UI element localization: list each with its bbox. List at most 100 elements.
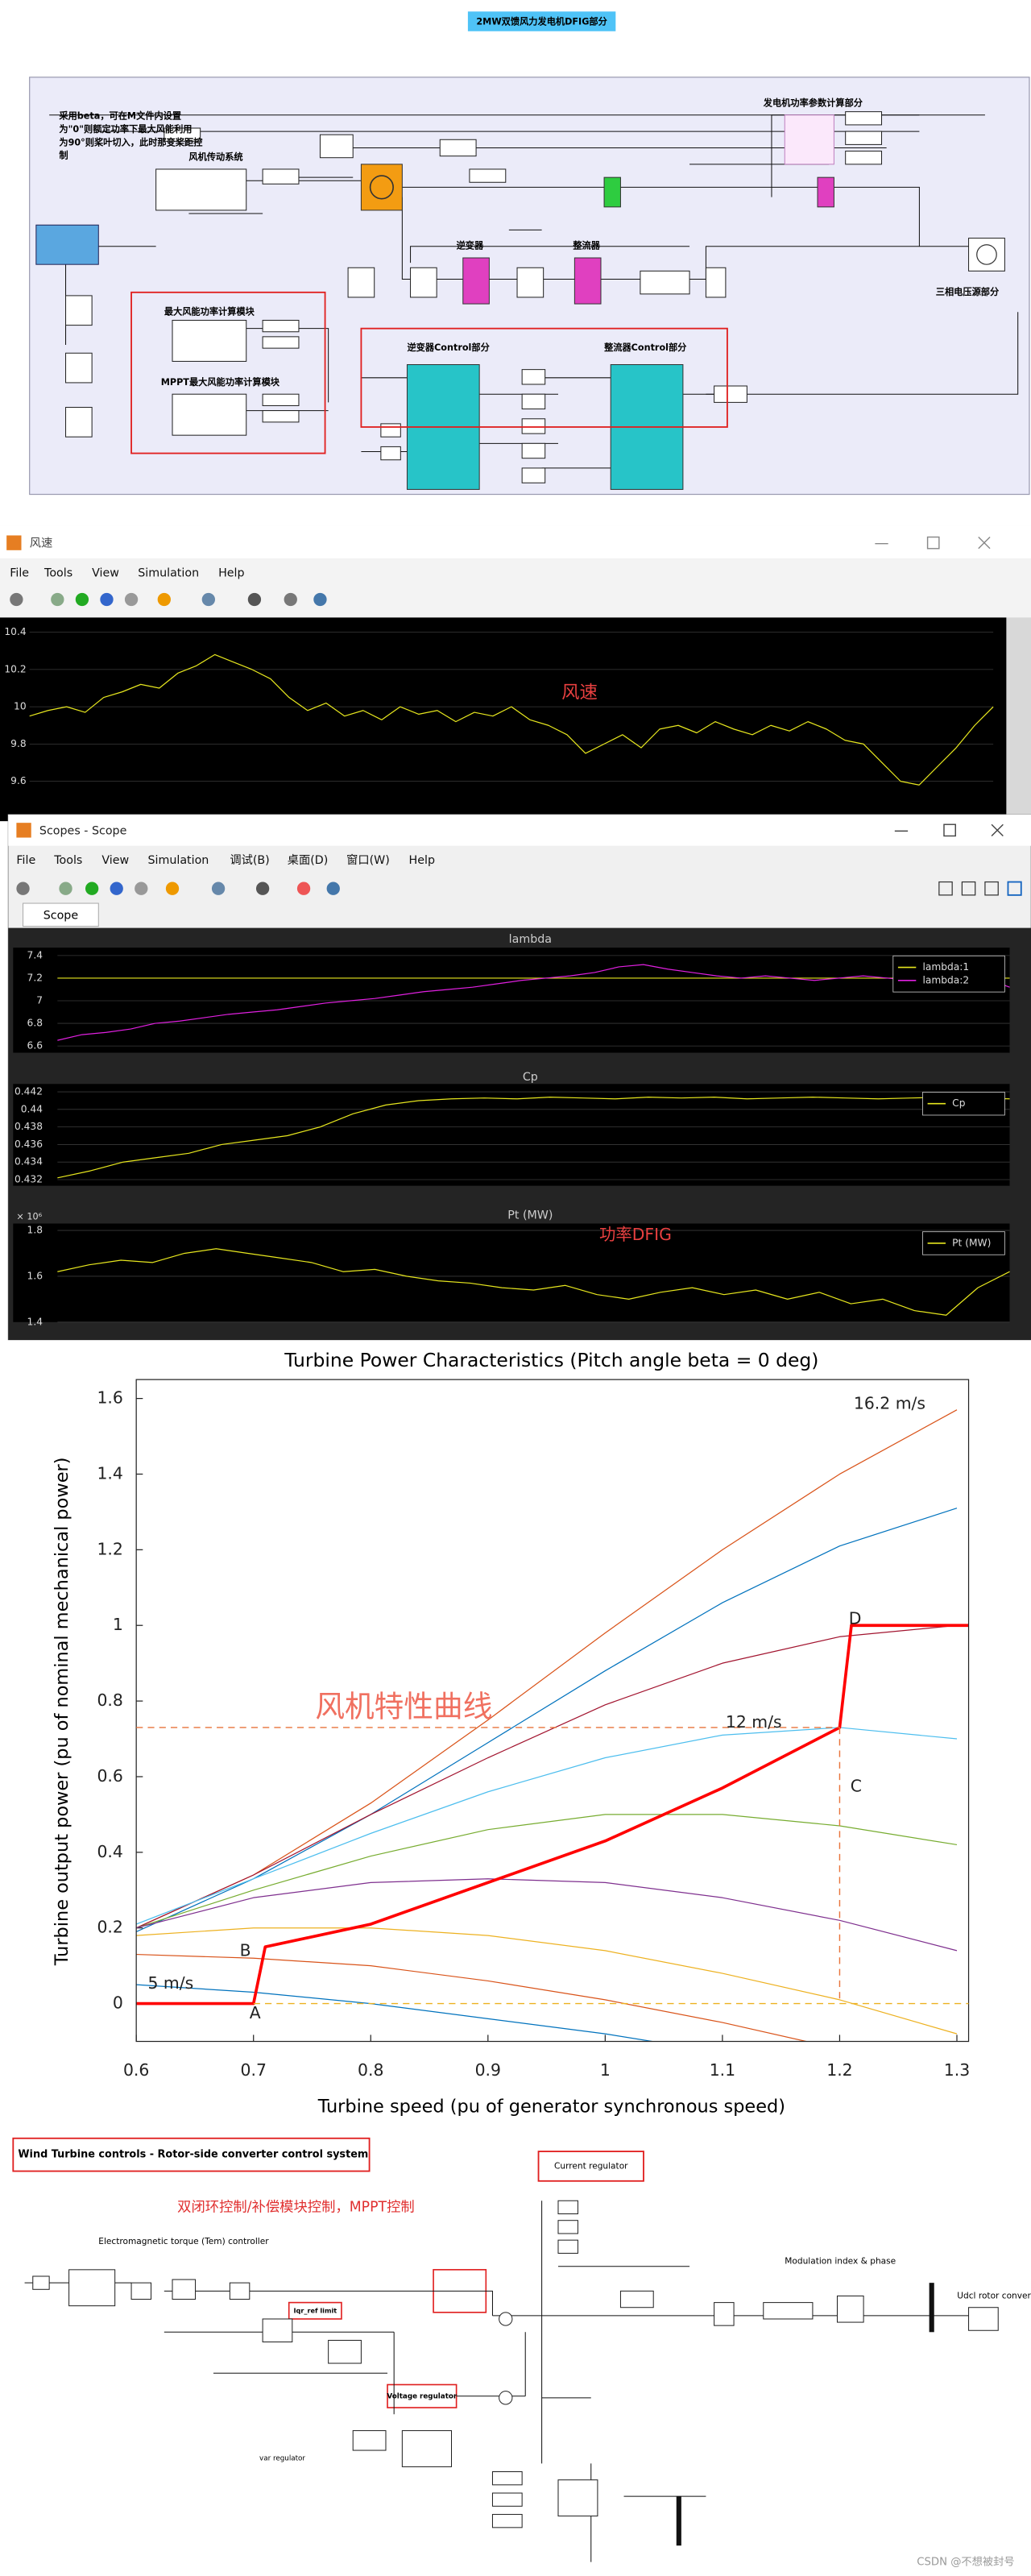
- menu-item[interactable]: Simulation: [147, 854, 209, 867]
- panel-title: lambda: [509, 933, 552, 946]
- plot-frame: [135, 1379, 970, 2043]
- y-tick-label: 6.8: [27, 1018, 43, 1029]
- menu-bar: File Tools View Simulation 调试(B) 桌面(D) 窗…: [16, 852, 435, 867]
- control-note: 双闭环控制/补偿模块控制，MPPT控制: [177, 2199, 415, 2215]
- control-background: [0, 2128, 1031, 2576]
- menu-item[interactable]: Help: [409, 854, 436, 867]
- annotation: C: [851, 1777, 862, 1796]
- y-tick-label: 7.4: [27, 949, 43, 960]
- control-label: Modulation index & phase: [785, 2257, 896, 2267]
- plot-area: [13, 948, 1010, 1053]
- plot-area: [13, 1084, 1010, 1186]
- y-tick-label: 9.6: [10, 775, 26, 786]
- data-line: [57, 1248, 1010, 1316]
- data-line: [136, 1814, 958, 1929]
- window-controls[interactable]: [894, 823, 1004, 837]
- y-tick-label: 0.4: [97, 1842, 122, 1861]
- toolbar[interactable]: [16, 881, 1022, 896]
- window-controls[interactable]: [875, 536, 991, 550]
- title-banner: [467, 11, 616, 31]
- control-label: Iqr_ref limit: [294, 2306, 337, 2314]
- title-bar: [8, 814, 1031, 846]
- watermark: CSDN @不想被封号: [917, 2556, 1014, 2569]
- limit-box: [288, 2301, 342, 2320]
- menu-item[interactable]: Tools: [53, 854, 82, 867]
- x-tick-label: 0.9: [475, 2060, 501, 2080]
- menu-bar: File Tools View Simulation Help: [10, 566, 244, 579]
- data-line: [136, 1927, 958, 2035]
- series-group: [136, 1409, 969, 2042]
- menu-item[interactable]: 调试(B): [230, 853, 269, 867]
- model-labels: 采用beta，可在M文件内设置 为"0"则额定功率下最大风能利用 为90°则桨叶…: [58, 97, 1000, 387]
- menu-item[interactable]: Tools: [43, 566, 72, 579]
- plot-area: [13, 1223, 1010, 1322]
- data-line: [29, 653, 994, 786]
- menu-item[interactable]: File: [16, 854, 35, 867]
- y-tick-label: 0.436: [14, 1139, 43, 1150]
- plot-area: [0, 617, 1007, 822]
- data-line: [136, 1727, 958, 1925]
- annotation: A: [250, 2003, 261, 2022]
- annotation: B: [240, 1940, 251, 1960]
- control-label: var regulator: [259, 2455, 305, 2463]
- menu-item[interactable]: File: [10, 566, 29, 579]
- menu-item[interactable]: View: [101, 854, 129, 867]
- annotation: 功率DFIG: [599, 1225, 672, 1244]
- data-line: [136, 1624, 958, 1929]
- menu-item[interactable]: 窗口(W): [346, 852, 390, 867]
- data-line: [136, 1984, 656, 2042]
- control-label: Voltage regulator: [387, 2392, 457, 2400]
- data-line: [57, 1096, 1010, 1179]
- control-label: Electromagnetic torque (Tem) controller: [98, 2237, 269, 2246]
- toolbar[interactable]: [10, 592, 327, 607]
- legend-label: Cp: [952, 1097, 966, 1109]
- panel-title: Cp: [523, 1071, 538, 1084]
- model-label: 发电机功率参数计算部分: [763, 97, 863, 108]
- tab-label[interactable]: Scope: [43, 909, 79, 922]
- y-tick-label: 9.8: [10, 738, 26, 749]
- control-blocks: [24, 2200, 999, 2562]
- plot: 1.4 1.6 1.8: [27, 1225, 1010, 1327]
- y-tick-label: 10.4: [4, 626, 26, 637]
- window-title: 风速: [30, 537, 53, 550]
- model-label: 最大风能功率计算模块: [164, 305, 255, 317]
- y-tick-label: 0.2: [97, 1918, 122, 1937]
- model-note: 为"0"则额定功率下最大风能利用: [59, 123, 192, 135]
- y-tick-label: 1: [113, 1615, 123, 1634]
- y-tick-label: 1.6: [97, 1388, 122, 1408]
- regulator-box: [537, 2151, 644, 2182]
- model-note: 制: [59, 150, 68, 161]
- control-title: Wind Turbine controls - Rotor-side conve…: [18, 2149, 368, 2161]
- y-tick-label: 0.442: [14, 1086, 43, 1097]
- y-tick-label: 10.2: [4, 663, 26, 674]
- y-tick-label: 1.4: [27, 1316, 43, 1327]
- menu-item[interactable]: Simulation: [138, 566, 199, 579]
- legend-label: Pt (MW): [952, 1237, 991, 1248]
- data-line: [136, 1953, 809, 2042]
- data-line: [136, 1508, 958, 1932]
- menu-item[interactable]: Help: [218, 566, 245, 579]
- annotation: 12 m/s: [726, 1712, 782, 1732]
- data-line: [136, 1624, 969, 2006]
- menu-item[interactable]: View: [92, 566, 119, 579]
- legend-label: lambda:2: [922, 974, 969, 985]
- menu-item[interactable]: 桌面(D): [288, 853, 329, 867]
- title-box: [12, 2137, 371, 2172]
- y-tick-label: 0.8: [97, 1690, 122, 1710]
- annotation: 5 m/s: [147, 1973, 193, 1993]
- plot: 0.432 0.434 0.436 0.438 0.44 0.442: [14, 1086, 1010, 1184]
- model-note: 采用beta，可在M文件内设置: [58, 110, 181, 122]
- y-tick-label: 7.2: [27, 972, 43, 983]
- y-tick-label: 0.6: [97, 1766, 122, 1786]
- x-tick-label: 0.8: [358, 2060, 383, 2080]
- window-title: Scopes - Scope: [39, 824, 127, 837]
- model-label: MPPT最大风能功率计算模块: [161, 376, 280, 388]
- data-line: [136, 1878, 958, 1952]
- x-tick-label: 1.2: [826, 2060, 852, 2080]
- chart-background: [0, 1340, 1031, 2129]
- y-tick-label: 7: [36, 995, 43, 1006]
- scope-tab[interactable]: [23, 902, 99, 927]
- control-label: Udcl rotor converter: [957, 2291, 1031, 2300]
- axis-exponent: × 10⁶: [16, 1211, 42, 1222]
